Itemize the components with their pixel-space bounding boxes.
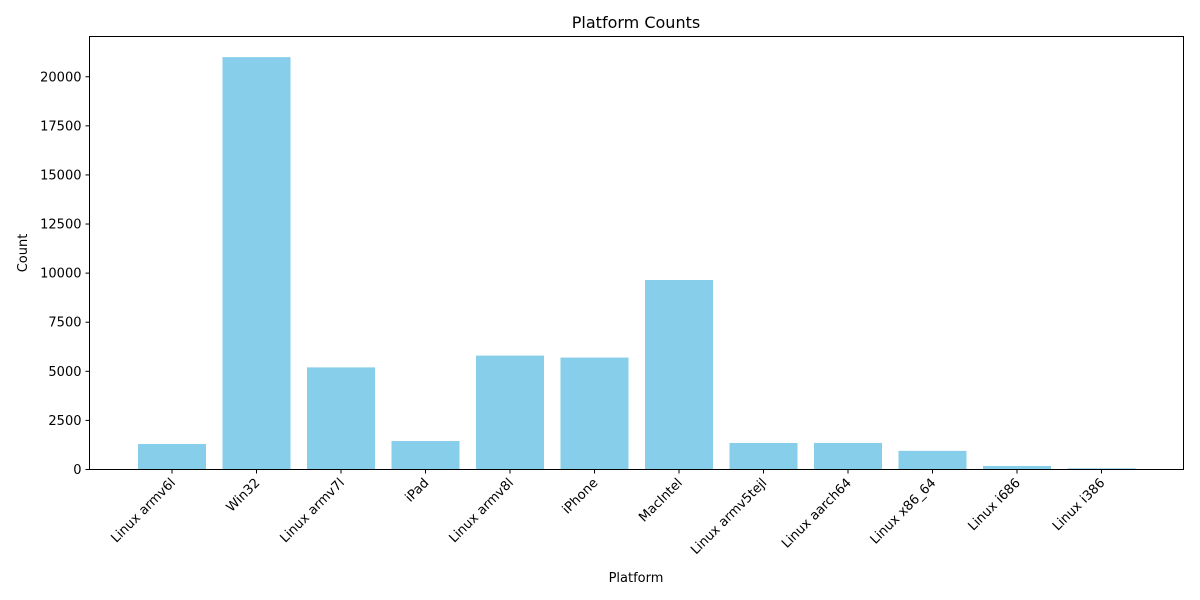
y-tick-label: 17500 <box>40 119 81 134</box>
bar-linux-aarch64 <box>814 442 882 470</box>
x-tick-label: iPhone <box>560 476 602 518</box>
x-axis: Linux armv6l Win32 Linux armv7l iPad Linux a… <box>108 469 1108 558</box>
bar-linux-armv5tejl <box>729 442 798 470</box>
bar-linux-i686 <box>983 465 1051 470</box>
y-tick-label: 10000 <box>40 267 81 282</box>
bar-linux-x86-64 <box>898 450 967 470</box>
x-tick-label: Linux armv6l <box>108 476 178 546</box>
y-tick-label: 5000 <box>48 365 81 380</box>
y-tick-label: 20000 <box>40 70 81 85</box>
x-tick-label: Linux x86_64 <box>868 476 940 548</box>
y-tick-label: 0 <box>73 463 81 478</box>
x-tick-label: Win32 <box>224 476 264 516</box>
y-axis-label: Count <box>16 234 31 273</box>
bar-series <box>138 57 1136 470</box>
y-tick-label: 2500 <box>48 414 81 429</box>
x-tick-label: iPad <box>403 476 433 506</box>
bar-linux-armv8l <box>476 355 544 470</box>
y-tick-label: 7500 <box>48 316 81 331</box>
x-tick-label: Linux armv5tejl <box>688 476 770 558</box>
x-tick-label: Linux armv8l <box>446 476 516 546</box>
y-tick-label: 15000 <box>40 168 81 183</box>
bar-linux-armv7l <box>307 367 375 470</box>
y-tick-label: 12500 <box>40 218 81 233</box>
bar-macintel <box>645 280 713 470</box>
x-tick-label: Linux aarch64 <box>779 476 855 552</box>
chart-title: Platform Counts <box>572 13 700 32</box>
x-axis-label: Platform <box>609 571 664 586</box>
bar-linux-i386 <box>1067 468 1136 470</box>
x-tick-label: Linux i686 <box>965 476 1023 534</box>
y-axis: 0 2500 5000 7500 10000 12500 15000 17500 20000 <box>40 70 90 478</box>
bar-ipad <box>391 441 460 470</box>
bar-iphone <box>560 357 629 470</box>
x-tick-label: MacIntel <box>636 476 686 526</box>
x-tick-label: Linux armv7l <box>277 476 347 546</box>
bar-win32 <box>222 57 291 470</box>
x-tick-label: Linux i386 <box>1050 476 1108 534</box>
plot-frame <box>89 36 1184 470</box>
bar-linux-armv6l <box>138 443 206 470</box>
